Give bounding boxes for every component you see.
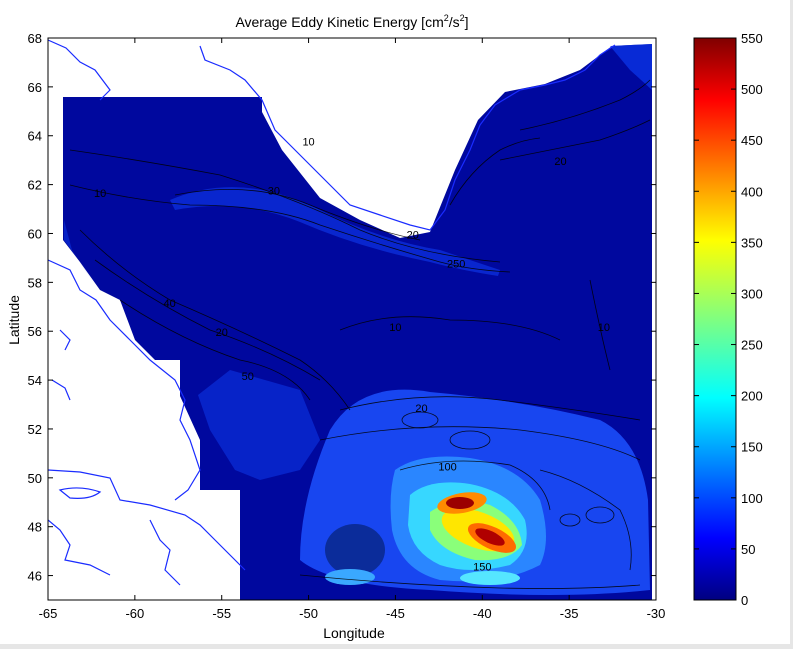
y-tick-label: 50 xyxy=(28,471,42,486)
x-tick-label: -40 xyxy=(473,606,492,621)
contour-label: 150 xyxy=(473,562,491,574)
y-axis: 46 48 50 52 54 56 58 60 62 64 66 68 xyxy=(28,31,656,584)
contour-lines xyxy=(69,79,651,589)
shelf-band xyxy=(170,187,500,276)
contour-label: 20 xyxy=(407,229,419,241)
energy-blob xyxy=(460,571,520,585)
y-axis-label: Latitude xyxy=(6,295,22,345)
colorbar-tick-label: 450 xyxy=(741,133,763,148)
colorbar-ticks: 0 50 100 150 200 250 300 350 400 450 500 550 xyxy=(694,31,763,608)
contour-label: 10 xyxy=(598,322,610,334)
y-tick-label: 46 xyxy=(28,569,42,584)
y-tick-label: 58 xyxy=(28,275,42,290)
colorbar-tick-label: 300 xyxy=(741,286,763,301)
energy-peak xyxy=(446,497,474,509)
contour-label: 50 xyxy=(242,371,254,383)
plot-area: 10 20 30 40 20 10 50 20 100 150 20 250 10 10 xyxy=(48,38,656,600)
colorbar-tick-label: 250 xyxy=(741,338,763,353)
energy-peak xyxy=(475,528,505,546)
contour-label: 10 xyxy=(94,188,106,200)
contour-label: 20 xyxy=(554,156,566,168)
contour-label: 20 xyxy=(415,403,427,415)
colorbar-tick-label: 550 xyxy=(741,31,763,46)
x-tick-label: -60 xyxy=(125,606,144,621)
x-axis-label: Longitude xyxy=(323,625,385,641)
contour-label: 20 xyxy=(216,327,228,339)
x-tick-label: -55 xyxy=(212,606,231,621)
chart-title: Average Eddy Kinetic Energy [cm2/s2] xyxy=(235,13,468,30)
y-tick-label: 54 xyxy=(28,373,42,388)
colorbar-tick-label: 200 xyxy=(741,389,763,404)
contour-label: 10 xyxy=(302,137,314,149)
shelf-band xyxy=(198,370,320,480)
energy-blob xyxy=(325,524,385,576)
contour-label: 40 xyxy=(163,298,175,310)
coastline xyxy=(48,39,616,586)
colorbar-tick-label: 500 xyxy=(741,82,763,97)
colorbar xyxy=(693,37,737,601)
energy-blob xyxy=(325,569,375,585)
y-tick-label: 66 xyxy=(28,80,42,95)
colorbar-tick-label: 400 xyxy=(741,184,763,199)
contour-label: 30 xyxy=(268,185,280,197)
colorbar-tick-label: 100 xyxy=(741,491,763,506)
shelf-band xyxy=(610,44,652,90)
y-tick-label: 62 xyxy=(28,178,42,193)
contour-label: 10 xyxy=(389,322,401,334)
colorbar-tick-label: 350 xyxy=(741,235,763,250)
x-tick-label: -35 xyxy=(560,606,579,621)
y-tick-label: 68 xyxy=(28,31,42,46)
colorbar-tick-label: 0 xyxy=(741,593,748,608)
y-tick-label: 52 xyxy=(28,422,42,437)
x-tick-label: -30 xyxy=(647,606,666,621)
x-tick-label: -65 xyxy=(39,606,58,621)
colorbar-tick-label: 50 xyxy=(741,542,755,557)
contour-label-group: 10 20 30 40 20 10 50 20 100 150 20 250 10 10 xyxy=(94,137,610,574)
contour-label: 100 xyxy=(438,461,456,473)
y-tick-label: 56 xyxy=(28,324,42,339)
colorbar-tick-label: 150 xyxy=(741,440,763,455)
x-tick-label: -50 xyxy=(299,606,318,621)
x-axis: -65 -60 -55 -50 -45 -40 -35 -30 xyxy=(39,38,666,621)
x-tick-label: -45 xyxy=(386,606,405,621)
y-tick-label: 60 xyxy=(28,226,42,241)
contour-label: 250 xyxy=(447,259,465,271)
y-tick-label: 64 xyxy=(28,129,42,144)
y-tick-label: 48 xyxy=(28,520,42,535)
plot-frame xyxy=(47,37,657,601)
